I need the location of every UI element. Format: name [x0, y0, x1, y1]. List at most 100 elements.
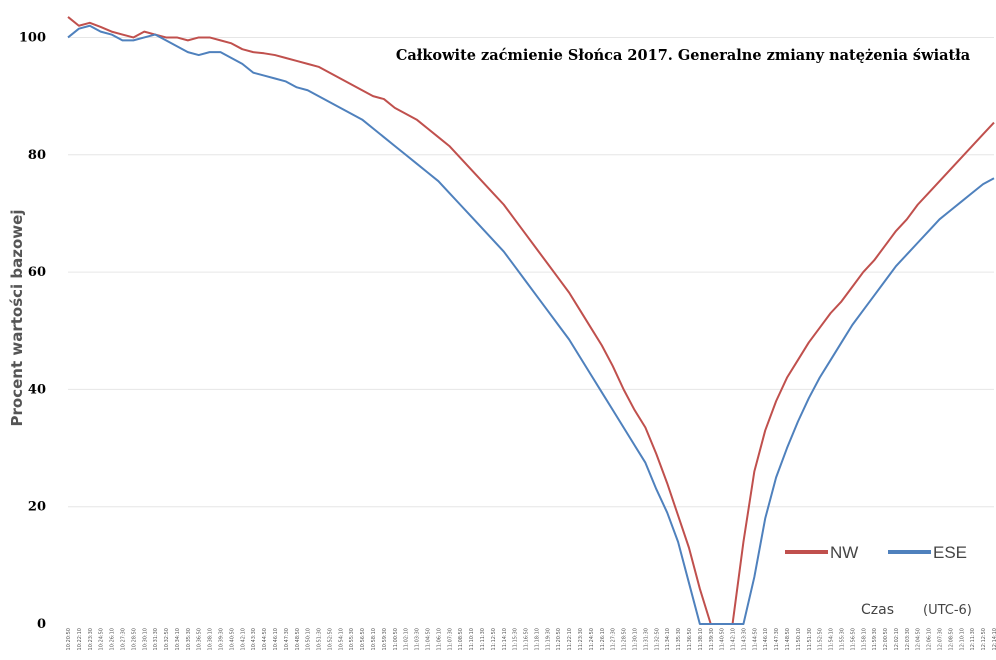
- chart-title: Całkowite zaćmienie Słońca 2017. General…: [396, 47, 971, 64]
- x-tick-label: 11:51:30: [807, 628, 813, 650]
- x-tick-label: 10:31:30: [153, 628, 159, 650]
- x-tick-label: 12:14:10: [992, 628, 996, 650]
- x-tick-label: 10:23:30: [88, 628, 94, 650]
- x-tick-label: 11:02:10: [404, 628, 410, 650]
- x-tick-label: 11:56:50: [850, 628, 856, 650]
- x-tick-label: 11:44:50: [752, 628, 758, 650]
- x-tick-label: 11:54:10: [829, 628, 835, 650]
- x-tick-label: 10:39:30: [219, 628, 225, 650]
- x-tick-label: 11:55:30: [839, 628, 845, 650]
- x-tick-label: 11:58:10: [861, 628, 867, 650]
- x-tick-label: 11:26:10: [600, 628, 606, 650]
- x-tick-label: 10:52:50: [327, 628, 333, 650]
- x-tick-label: 12:08:50: [948, 628, 954, 650]
- x-tick-label: 11:32:50: [654, 628, 660, 650]
- x-tick-label: 11:59:30: [872, 628, 878, 650]
- x-tick-label: 10:20:50: [66, 628, 72, 650]
- x-tick-label: 11:42:10: [731, 628, 737, 650]
- x-tick-label: 12:06:10: [927, 628, 933, 650]
- x-tick-label: 11:20:50: [556, 628, 562, 650]
- legend-label-ese: ESE: [933, 543, 967, 562]
- x-tick-label: 11:35:30: [676, 628, 682, 650]
- x-tick-label: 11:14:10: [502, 628, 508, 650]
- x-tick-label: 11:08:50: [458, 628, 464, 650]
- series-lines: [67, 16, 995, 625]
- x-tick-label: 11:46:10: [763, 628, 769, 650]
- x-tick-label: 10:46:10: [273, 628, 279, 650]
- x-tick-label: 10:51:30: [317, 628, 323, 650]
- x-tick-label: 10:47:30: [284, 628, 290, 650]
- x-tick-label: 11:38:10: [698, 628, 704, 650]
- x-tick-label: 12:12:50: [981, 628, 987, 650]
- y-tick-label: 40: [28, 382, 46, 397]
- x-tick-label: 10:43:30: [251, 628, 257, 650]
- x-tick-label: 10:40:50: [229, 628, 235, 650]
- x-tick-label: 10:44:50: [262, 628, 268, 650]
- x-tick-label: 11:10:10: [469, 628, 475, 650]
- x-tick-label: 11:24:50: [589, 628, 595, 650]
- x-tick-label: 11:19:30: [545, 628, 551, 650]
- x-tick-label: 11:43:30: [741, 628, 747, 650]
- x-tick-label: 10:22:10: [77, 628, 83, 650]
- x-tick-label: 10:56:50: [360, 628, 366, 650]
- x-tick-label: 10:28:50: [131, 628, 137, 650]
- x-tick-label: 10:27:30: [120, 628, 126, 650]
- x-tick-label: 11:12:50: [491, 628, 497, 650]
- y-tick-label: 60: [28, 265, 46, 280]
- x-tick-label: 10:50:10: [306, 628, 312, 650]
- x-tick-label: 11:16:50: [524, 628, 530, 650]
- x-tick-label: 12:11:30: [970, 628, 976, 650]
- x-tick-label: 11:36:50: [687, 628, 693, 650]
- x-tick-label: 12:07:30: [938, 628, 944, 650]
- x-tick-label: 11:04:50: [426, 628, 432, 650]
- x-tick-label: 11:23:30: [578, 628, 584, 650]
- x-tick-label: 11:11:30: [480, 628, 486, 650]
- y-tick-label: 20: [28, 500, 46, 515]
- x-tick-label: 12:02:10: [894, 628, 900, 650]
- x-tick-label: 12:00:50: [883, 628, 889, 650]
- x-tick-label: 11:07:30: [447, 628, 453, 650]
- x-axis-label: Czas: [861, 602, 894, 618]
- x-tick-label: 11:30:10: [632, 628, 638, 650]
- x-tick-label: 11:15:30: [513, 628, 519, 650]
- x-tick-label: 10:59:30: [382, 628, 388, 650]
- x-tick-label: 11:27:30: [611, 628, 617, 650]
- x-tick-label: 10:35:30: [186, 628, 192, 650]
- x-tick-label: 10:55:30: [349, 628, 355, 650]
- y-tick-label: 80: [28, 148, 46, 163]
- x-tick-label: 11:31:30: [643, 628, 649, 650]
- gridlines: [68, 36, 994, 508]
- x-tick-label: 12:10:10: [959, 628, 965, 650]
- series-line-nw: [67, 16, 995, 625]
- x-tick-label: 11:52:50: [818, 628, 824, 650]
- x-tick-label: 11:47:30: [774, 628, 780, 650]
- x-tick-label: 11:34:10: [665, 628, 671, 650]
- x-tick-label: 11:00:50: [393, 628, 399, 650]
- x-tick-label: 11:48:50: [785, 628, 791, 650]
- x-tick-label: 10:42:10: [240, 628, 246, 650]
- x-tick-label: 11:28:50: [622, 628, 628, 650]
- x-tick-label: 10:58:10: [371, 628, 377, 650]
- legend: NW ESE: [785, 543, 967, 562]
- y-axis-label: Procent wartości bazowej: [8, 210, 26, 427]
- x-tick-label: 10:34:10: [175, 628, 181, 650]
- x-tick-label: 10:30:10: [142, 628, 148, 650]
- x-tick-label: 12:04:50: [916, 628, 922, 650]
- x-tick-label: 11:03:30: [415, 628, 421, 650]
- y-tick-label: 100: [19, 30, 46, 45]
- x-tick-label: 10:48:50: [295, 628, 301, 650]
- x-tick-label: 10:38:10: [208, 628, 214, 650]
- series-line-ese: [67, 24, 995, 625]
- x-tick-label: 11:39:30: [709, 628, 715, 650]
- x-tick-label: 10:26:10: [110, 628, 116, 650]
- x-tick-label: 11:06:10: [436, 628, 442, 650]
- x-tick-label: 10:24:50: [99, 628, 105, 650]
- x-tick-label: 11:18:10: [534, 628, 540, 650]
- x-tick-label: 10:32:50: [164, 628, 170, 650]
- x-axis-ticks: 10:20:50 10:22:10 10:23:30 10:24:50 10:26:10…: [66, 628, 996, 650]
- x-axis-unit: (UTC-6): [923, 603, 972, 618]
- x-tick-label: 11:22:10: [567, 628, 573, 650]
- y-tick-label: 0: [37, 617, 46, 632]
- x-tick-label: 10:54:10: [338, 628, 344, 650]
